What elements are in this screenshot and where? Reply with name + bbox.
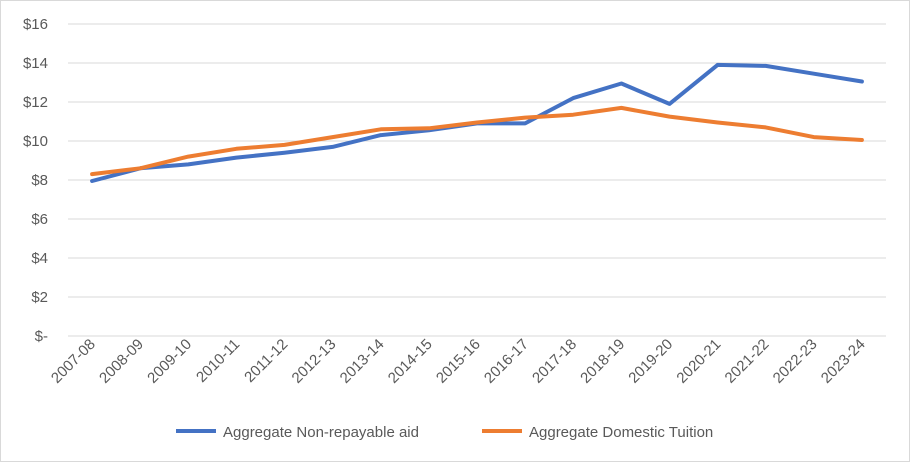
y-tick-label: $- — [35, 328, 48, 345]
y-tick-label: $12 — [23, 94, 48, 111]
x-tick-label: 2011-12 — [241, 336, 291, 386]
y-tick-label: $4 — [31, 250, 48, 267]
y-tick-label: $16 — [23, 16, 48, 33]
x-tick-label: 2022-23 — [770, 336, 821, 387]
x-tick-label: 2012-13 — [289, 336, 340, 387]
y-tick-label: $8 — [31, 172, 48, 189]
y-axis-labels: $- $2 $4 $6 $8 $10 $12 $14 $16 — [23, 16, 48, 345]
gridlines — [68, 23, 886, 337]
series-lines — [90, 62, 864, 183]
legend-label-non-repayable-aid: Aggregate Non-repayable aid — [223, 424, 419, 441]
legend-label-domestic-tuition: Aggregate Domestic Tuition — [529, 424, 713, 441]
x-tick-label: 2008-09 — [96, 336, 147, 387]
y-tick-label: $6 — [31, 211, 48, 228]
x-tick-label: 2014-15 — [385, 336, 436, 387]
x-axis-labels: 2007-082008-092009-102010-112011-122012-… — [48, 336, 869, 387]
x-tick-label: 2020-21 — [673, 336, 724, 387]
legend: Aggregate Non-repayable aid Aggregate Do… — [176, 424, 713, 441]
y-tick-label: $2 — [31, 289, 48, 306]
x-tick-label: 2023-24 — [818, 336, 869, 387]
x-tick-label: 2009-10 — [144, 336, 195, 387]
x-tick-label: 2018-19 — [577, 336, 628, 387]
x-tick-label: 2013-14 — [337, 336, 388, 387]
y-tick-label: $10 — [23, 133, 48, 150]
x-tick-label: 2021-22 — [722, 336, 773, 387]
x-tick-label: 2017-18 — [529, 336, 580, 387]
x-tick-label: 2010-11 — [193, 336, 243, 386]
x-tick-label: 2015-16 — [433, 336, 484, 387]
x-tick-label: 2007-08 — [48, 336, 99, 387]
x-tick-label: 2019-20 — [625, 336, 676, 387]
x-tick-label: 2016-17 — [481, 336, 532, 387]
series-line-domestic-tuition — [90, 105, 864, 177]
y-tick-label: $14 — [23, 55, 48, 72]
